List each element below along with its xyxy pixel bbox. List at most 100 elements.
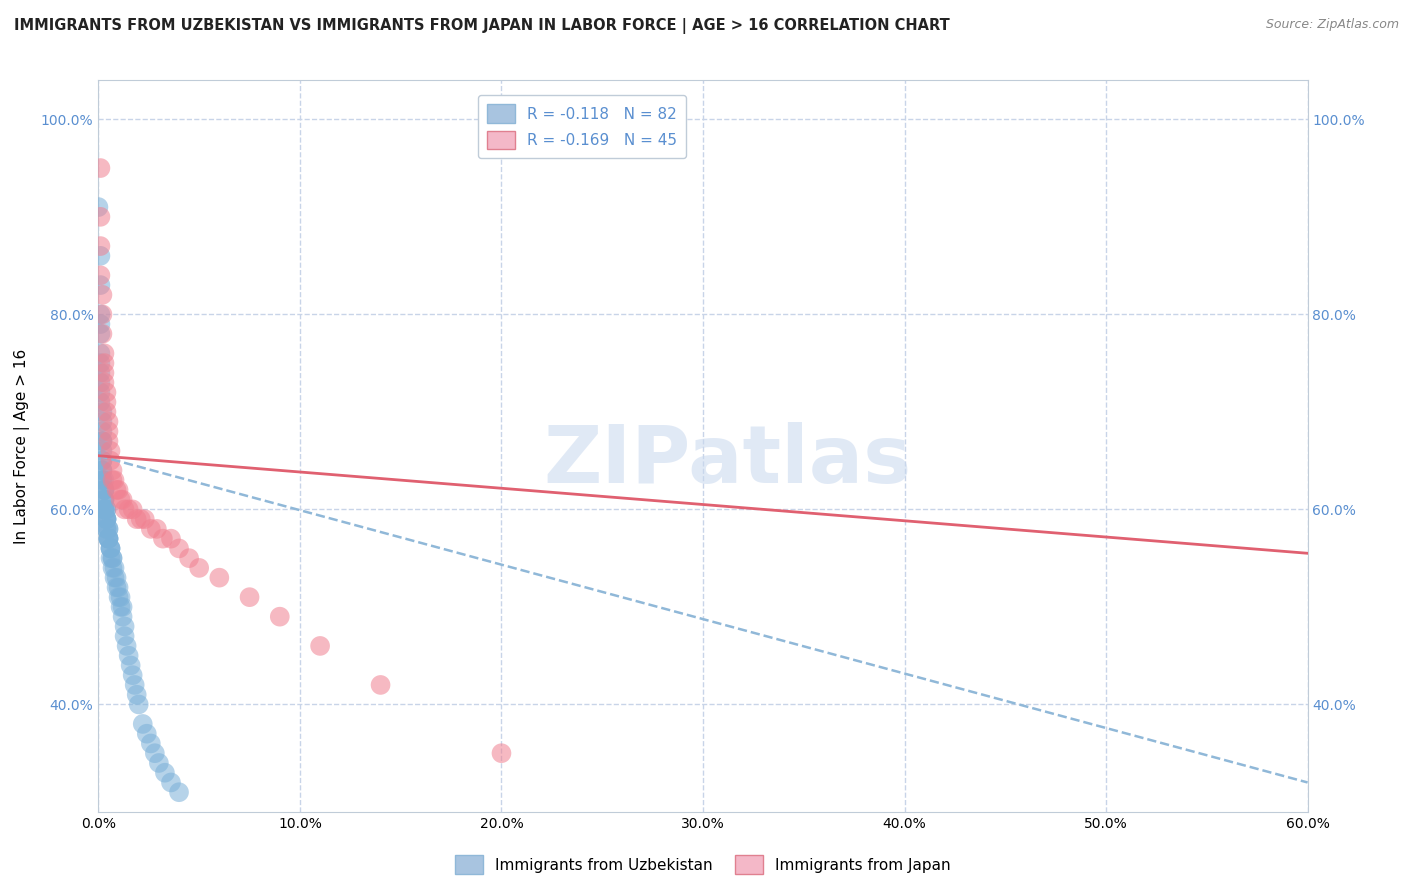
Point (105, 581, 128, 595)
Point (105, 571, 128, 585)
Legend: R = -0.118   N = 82, R = -0.169   N = 45: R = -0.118 N = 82, R = -0.169 N = 45 (478, 95, 686, 159)
Text: Source: ZipAtlas.com: Source: ZipAtlas.com (1265, 18, 1399, 31)
Point (89, 307, 111, 321)
Point (114, 619, 136, 633)
Point (91, 453, 114, 467)
Point (91, 326, 114, 341)
Point (139, 736, 162, 750)
Point (97, 425, 120, 439)
Point (129, 512, 152, 526)
Point (128, 698, 150, 712)
Point (103, 571, 125, 585)
Point (93, 492, 115, 507)
Point (91, 434, 114, 449)
Point (105, 483, 128, 497)
Point (91, 443, 114, 458)
Legend: Immigrants from Uzbekistan, Immigrants from Japan: Immigrants from Uzbekistan, Immigrants f… (449, 849, 957, 880)
Point (107, 483, 129, 497)
Point (96, 395, 118, 409)
Point (107, 581, 129, 595)
Point (111, 599, 134, 614)
Point (91, 405, 114, 419)
Point (160, 532, 183, 546)
Point (93, 356, 115, 370)
Point (101, 551, 124, 566)
Point (100, 541, 122, 556)
Point (121, 668, 143, 682)
Point (125, 512, 148, 526)
Point (96, 405, 118, 419)
Point (93, 473, 115, 487)
Point (91, 463, 114, 477)
Point (132, 717, 155, 731)
Point (91, 434, 114, 449)
Point (89, 326, 111, 341)
Point (125, 688, 148, 702)
Point (370, 678, 392, 692)
Y-axis label: In Labor Force | Age > 16: In Labor Force | Age > 16 (14, 349, 30, 543)
Point (91, 473, 114, 487)
Point (269, 609, 291, 624)
Point (89, 278, 111, 293)
Point (114, 629, 136, 643)
Point (97, 532, 120, 546)
Point (97, 434, 120, 449)
Point (89, 366, 111, 380)
Point (96, 512, 118, 526)
Point (118, 648, 141, 663)
Point (93, 376, 115, 390)
Point (96, 512, 118, 526)
Point (89, 385, 111, 400)
Point (93, 502, 115, 516)
Point (89, 356, 111, 370)
Point (96, 502, 118, 516)
Point (93, 492, 115, 507)
Point (91, 415, 114, 429)
Point (146, 522, 169, 536)
Point (93, 346, 115, 360)
Point (110, 492, 132, 507)
Point (120, 658, 142, 673)
Point (97, 532, 120, 546)
Point (93, 502, 115, 516)
Point (93, 483, 115, 497)
Point (96, 522, 118, 536)
Point (188, 561, 211, 575)
Point (239, 590, 262, 604)
Point (97, 532, 120, 546)
Point (93, 502, 115, 516)
Point (110, 599, 132, 614)
Point (139, 522, 162, 536)
Point (89, 210, 111, 224)
Point (89, 376, 111, 390)
Point (96, 502, 118, 516)
Point (152, 532, 174, 546)
Text: ZIPatlas: ZIPatlas (543, 422, 911, 500)
Point (89, 317, 111, 331)
Point (135, 727, 157, 741)
Point (153, 765, 176, 780)
Point (100, 541, 122, 556)
Point (89, 346, 111, 360)
Point (134, 512, 156, 526)
Point (93, 483, 115, 497)
Point (87, 200, 110, 214)
Point (101, 463, 124, 477)
Point (93, 366, 115, 380)
Point (91, 473, 114, 487)
Point (491, 746, 513, 760)
Point (101, 551, 124, 566)
Point (91, 307, 114, 321)
Point (97, 522, 120, 536)
Point (179, 551, 201, 566)
Point (91, 463, 114, 477)
Point (148, 756, 170, 770)
Point (89, 239, 111, 253)
Point (100, 551, 122, 566)
Point (91, 425, 114, 439)
Point (100, 453, 122, 467)
Point (110, 590, 132, 604)
Point (103, 473, 125, 487)
Point (114, 502, 136, 516)
Point (91, 453, 114, 467)
